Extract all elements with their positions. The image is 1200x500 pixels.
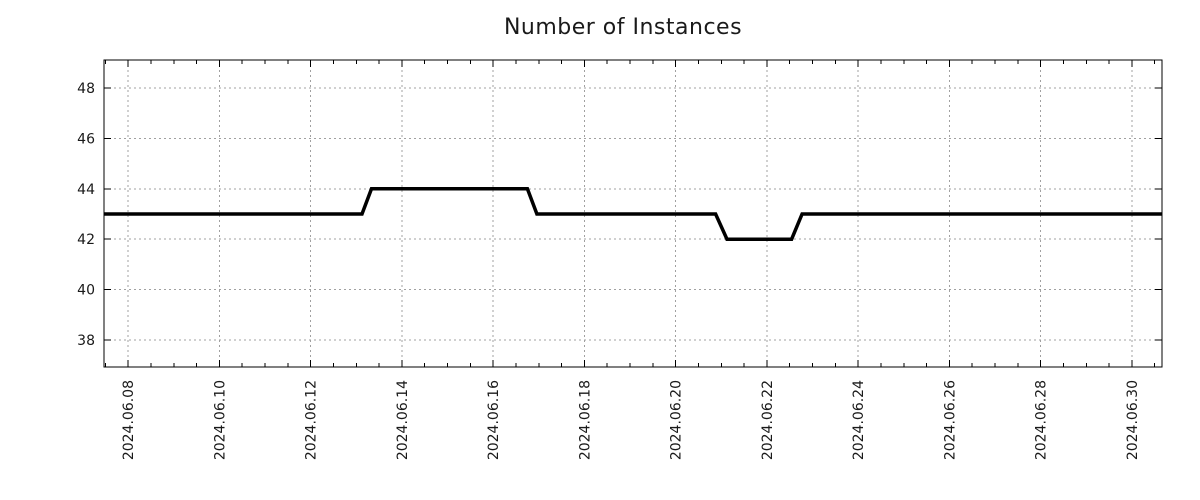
x-tick-label: 2024.06.20: [669, 380, 685, 460]
y-tick-label: 46: [77, 131, 95, 147]
x-tick-label: 2024.06.24: [851, 380, 867, 460]
y-tick-label: 48: [77, 81, 95, 97]
x-tick-label: 2024.06.16: [486, 380, 502, 460]
y-tick-label: 44: [77, 182, 95, 198]
data-line: [104, 187, 1162, 241]
x-tick-label: 2024.06.12: [304, 380, 320, 460]
x-tick-label: 2024.06.30: [1125, 380, 1141, 460]
y-tick-label: 40: [77, 283, 95, 299]
x-tick-label: 2024.06.10: [212, 380, 228, 460]
y-tick-label: 42: [77, 232, 95, 248]
x-tick-label: 2024.06.28: [1034, 380, 1050, 460]
y-tick-label: 38: [77, 333, 95, 349]
x-tick-label: 2024.06.08: [121, 380, 137, 460]
x-tick-label: 2024.06.18: [577, 380, 593, 460]
chart-title: Number of Instances: [503, 15, 743, 40]
x-tick-label: 2024.06.14: [395, 380, 411, 460]
x-tick-label: 2024.06.22: [760, 380, 776, 460]
x-tick-label: 2024.06.26: [942, 380, 958, 460]
